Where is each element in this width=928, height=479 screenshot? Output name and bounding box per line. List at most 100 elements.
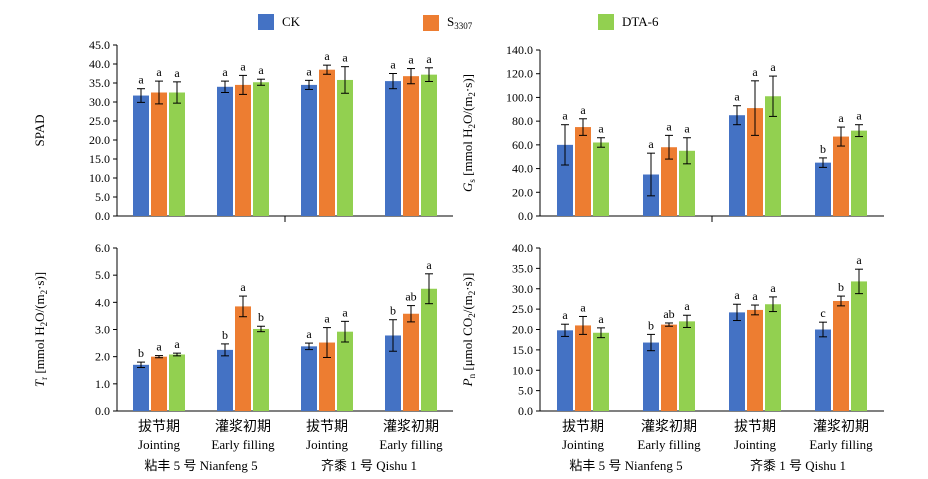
significance-letter: a (838, 111, 844, 125)
y-tick-label: 0.0 (518, 209, 533, 223)
x-category-en: Early filling (637, 437, 701, 452)
bar-s3307 (319, 342, 335, 411)
y-tick-label: 5.0 (95, 190, 110, 204)
bar-dta6 (851, 281, 867, 411)
legend-label-ck: CK (282, 14, 301, 29)
significance-letter: a (562, 308, 568, 322)
y-tick-label: 4.0 (95, 295, 110, 309)
bar-dta6 (421, 288, 437, 411)
y-axis-title-part: 2 (467, 92, 477, 97)
bar-s3307 (235, 84, 251, 217)
bar-s3307 (403, 76, 419, 216)
y-tick-label: 6.0 (95, 241, 110, 255)
bar-s3307 (575, 127, 591, 216)
x-category-cn: 拔节期 (562, 419, 604, 435)
x-category-cn: 拔节期 (138, 419, 180, 435)
variety-label: 粘丰 5 号 Nianfeng 5 (569, 458, 682, 473)
significance-letter: a (240, 59, 246, 73)
y-tick-label: 100.0 (506, 90, 533, 104)
x-category-cn: 灌浆初期 (383, 418, 439, 435)
bar-dta6 (593, 332, 609, 411)
bar-dta6 (253, 82, 269, 217)
significance-letter: b (390, 304, 396, 318)
x-category-en: Jointing (138, 437, 180, 452)
y-axis-title: SPAD (32, 114, 47, 146)
bar-ck (729, 312, 745, 411)
chart-pn: 0.0 5.0 10.0 15.0 20.0 25.0 30.0 35.0 40.0 Pn [μm… (460, 241, 884, 452)
chart-tr: 0.01.02.03.04.05.06.0Tr [mmol H2O/(m2·s)… (32, 241, 453, 452)
significance-letter: a (138, 73, 144, 87)
bar-ck (557, 330, 573, 411)
y-axis-title-part: 2 (467, 124, 477, 129)
bar-ck (815, 162, 831, 216)
bar-ck (301, 346, 317, 411)
y-tick-label: 40.0 (512, 162, 533, 176)
significance-letter: a (598, 312, 604, 326)
y-axis-title: Tr [mmol H2O/(m2·s)] (32, 272, 49, 387)
significance-letter: a (562, 109, 568, 123)
y-tick-label: 0.0 (518, 404, 533, 418)
y-tick-label: 30.0 (89, 95, 110, 109)
significance-letter: a (342, 51, 348, 65)
y-axis-title-part: r (39, 377, 49, 380)
significance-letter: a (770, 281, 776, 295)
y-tick-label: 0.0 (95, 404, 110, 418)
y-tick-label: 5.0 (518, 384, 533, 398)
x-category-cn: 灌浆初期 (641, 418, 697, 435)
y-axis-title: Gs [mmol H2O/(m2·s)] (460, 74, 477, 192)
significance-letter: ab (405, 290, 416, 304)
y-tick-label: 60.0 (512, 138, 533, 152)
variety-label: 粘丰 5 号 Nianfeng 5 (144, 458, 257, 473)
significance-letter: a (752, 65, 758, 79)
x-category-en: Jointing (562, 437, 604, 452)
y-tick-label: 15.0 (89, 152, 110, 166)
significance-letter: a (770, 60, 776, 74)
significance-letter: a (752, 289, 758, 303)
bar-ck (217, 349, 233, 411)
bar-s3307 (661, 147, 677, 216)
bar-dta6 (679, 150, 695, 216)
significance-letter: a (580, 103, 586, 117)
bar-dta6 (169, 92, 185, 216)
bar-dta6 (593, 142, 609, 216)
significance-letter: a (426, 258, 432, 272)
y-axis-title-part: [mmol H (32, 326, 47, 377)
x-category-cn: 灌浆初期 (813, 418, 869, 435)
y-axis-title-part: [μmol CO (460, 318, 475, 374)
significance-letter: a (156, 65, 162, 79)
significance-letter: ab (663, 307, 674, 321)
y-tick-label: 25.0 (512, 302, 533, 316)
x-category-en: Jointing (306, 437, 348, 452)
y-tick-label: 25.0 (89, 114, 110, 128)
y-tick-label: 40.0 (512, 241, 533, 255)
significance-letter: a (666, 119, 672, 133)
legend-swatch-s3307 (423, 14, 439, 31)
significance-letter: a (156, 340, 162, 354)
y-tick-label: 45.0 (89, 38, 110, 52)
y-axis-title-part: 2 (39, 290, 49, 295)
bar-ck (133, 364, 149, 411)
bar-s3307 (661, 324, 677, 411)
bar-s3307 (319, 69, 335, 216)
significance-letter: a (390, 58, 396, 72)
y-axis-title-part: P (460, 378, 475, 387)
significance-letter: a (174, 66, 180, 80)
y-axis-title-part: ·s)] (32, 272, 47, 290)
bar-ck (815, 329, 831, 411)
significance-letter: a (324, 49, 330, 63)
significance-letter: a (240, 280, 246, 294)
y-tick-label: 120.0 (506, 67, 533, 81)
significance-letter: a (342, 305, 348, 319)
x-category-en: Early filling (211, 437, 275, 452)
significance-letter: a (684, 299, 690, 313)
significance-letter: a (734, 90, 740, 104)
y-tick-label: 80.0 (512, 114, 533, 128)
bar-dta6 (851, 130, 867, 216)
bar-ck (557, 144, 573, 216)
bar-s3307 (833, 136, 849, 216)
bar-dta6 (337, 79, 353, 217)
bar-s3307 (235, 306, 251, 411)
y-tick-label: 40.0 (89, 57, 110, 71)
variety-label: 齐黍 1 号 Qishu 1 (750, 458, 846, 473)
